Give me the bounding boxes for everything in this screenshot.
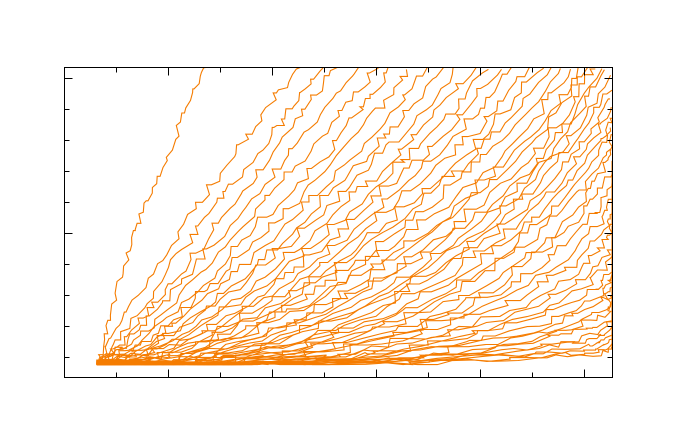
series-line [96,67,477,365]
series-line [96,69,605,366]
series-line [96,98,611,366]
series-line [96,273,612,366]
series-line [96,107,612,366]
series-layer [96,67,612,366]
series-line [96,212,612,366]
series-line [96,67,360,365]
plot-frame [64,67,613,378]
series-line [96,67,392,366]
series-line [96,67,552,365]
series-line [96,67,589,366]
series-line [96,67,530,366]
series-line [96,240,612,366]
series-line [96,68,603,366]
series-line [96,67,379,366]
series-line [96,225,612,366]
series-line [96,343,612,366]
series-line [96,68,596,366]
series-line [96,67,302,365]
series-line [96,68,502,366]
series-line [96,67,428,366]
series-line [96,68,572,366]
series-line [96,67,206,365]
series-line [96,67,325,365]
series-line [96,67,458,365]
series-line [96,160,612,366]
series-line [96,67,586,366]
series-line [96,127,612,366]
series-line [96,67,339,366]
series-line [96,338,612,366]
series-line [96,69,409,366]
series-line [96,117,612,366]
series-line [96,67,513,366]
